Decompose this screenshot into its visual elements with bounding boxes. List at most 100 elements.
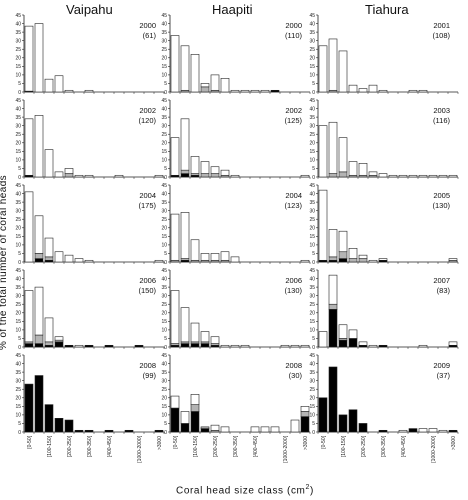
panel-haapiti-2008-bar-9-alive	[260, 426, 270, 433]
panel-tiahura-2007-bar-2-alive	[338, 324, 348, 339]
panel-vaipahu-2000-bar-0-alive	[24, 25, 34, 92]
panel-tiahura-2001-bar-5-alive	[368, 84, 378, 93]
panel-tiahura-2007-y-tick-label-30: 30	[309, 293, 315, 299]
panel-haapiti-2006-y-tick-label-5: 5	[164, 336, 167, 342]
panel-haapiti-2004-bar-0-alive	[170, 213, 180, 261]
panel-vaipahu-2004-y-tick-label-5: 5	[18, 251, 21, 257]
panel-vaipahu-2000-bar-6-alive	[84, 89, 94, 93]
panel-vaipahu-2004-y-tick-label-20: 20	[15, 226, 21, 232]
panel-tiahura-2005-bar-13-alive	[448, 258, 458, 261]
panel-vaipahu-2008-bar-5-dead	[74, 429, 84, 433]
panel-haapiti-2008-y-tick-label-0: 0	[164, 430, 167, 436]
panel-haapiti-2004-y-tick-label-15: 15	[161, 234, 167, 240]
panel-vaipahu-2000-y-tick-label-40: 40	[15, 21, 21, 27]
panel-vaipahu-2008-bar-0-dead	[24, 383, 34, 433]
panel-haapiti-2000-bar-3-partial	[200, 86, 210, 93]
x-axis-title-superscript: 2	[305, 484, 310, 491]
panel-haapiti-2006-bar-2-dead	[190, 343, 200, 348]
panel-tiahura-2007-bar-10-alive	[418, 344, 428, 348]
panel-haapiti-2004-y-tick-label-25: 25	[161, 217, 167, 223]
panel-tiahura-2007-bar-3-dead	[348, 338, 358, 348]
panel-vaipahu-2004-bar-3-alive	[54, 251, 64, 263]
panel-vaipahu-2006-bar-2-partial	[44, 341, 54, 346]
panel-vaipahu-2008-y-tick-label-35: 35	[15, 370, 21, 376]
panel-tiahura-2003-y-tick-label-45: 45	[309, 98, 315, 104]
panel-haapiti-2008-y-tick-label-10: 10	[161, 413, 167, 419]
panel-vaipahu-2008-y-tick-label-45: 45	[15, 353, 21, 359]
panel-vaipahu-2002-bar-4-alive	[64, 168, 74, 174]
panel-tiahura-2001-n-label: (108)	[432, 31, 450, 40]
panel-haapiti-2008-x-tick-label-0: [0-50[	[173, 435, 179, 448]
panel-haapiti-2000-year-label: 2000	[285, 21, 302, 30]
panel-tiahura-2003-bar-11-alive	[428, 174, 438, 178]
panel-vaipahu-2004-bar-1-alive	[34, 215, 44, 254]
panel-tiahura-2001-bar-1-alive	[328, 38, 338, 91]
panel-vaipahu-2000-y-tick-label-30: 30	[15, 38, 21, 44]
panel-haapiti-2008-x-tick-label-11: [1000-2000[	[283, 435, 289, 462]
column-title-vaipahu: Vaipahu	[66, 2, 113, 17]
panel-vaipahu-2008-bar-6-dead	[84, 429, 94, 433]
panel-vaipahu-2000-y-tick-label-0: 0	[18, 90, 21, 96]
panel-tiahura-2009-x-tick-label-13: >3000	[451, 436, 457, 450]
panel-haapiti-2002-bar-1-dead	[180, 173, 190, 178]
panel-haapiti-2008-bar-3-partial	[200, 426, 210, 429]
panel-vaipahu-2002-year-label: 2002	[139, 106, 156, 115]
panel-tiahura-2007-y-tick-label-40: 40	[309, 276, 315, 282]
panel-tiahura-2003-bar-12-alive	[438, 174, 448, 178]
panel-vaipahu-2002-n-label: (120)	[138, 116, 156, 125]
panel-vaipahu-2006-bar-1-partial	[34, 334, 44, 344]
panel-haapiti-2000-bar-0-alive	[170, 35, 180, 93]
panel-vaipahu-2002-y-tick-label-0: 0	[18, 175, 21, 181]
panel-haapiti-2004-y-tick-label-5: 5	[164, 251, 167, 257]
panel-vaipahu-2002-y-tick-label-25: 25	[15, 132, 21, 138]
panel-haapiti-2006-y-tick-label-40: 40	[161, 276, 167, 282]
panel-vaipahu-2008-y-tick-label-30: 30	[15, 378, 21, 384]
panel-vaipahu-2006-y-tick-label-40: 40	[15, 276, 21, 282]
panel-tiahura-2005-bar-0-alive	[318, 189, 328, 261]
panel-tiahura-2005-y-tick-label-5: 5	[312, 251, 315, 257]
panel-tiahura-2007-n-label: (83)	[437, 286, 451, 295]
panel-vaipahu-2006-bar-1-dead	[34, 343, 44, 348]
panel-haapiti-2006-y-tick-label-15: 15	[161, 319, 167, 325]
panel-tiahura-2007-y-tick-label-10: 10	[309, 328, 315, 334]
panel-haapiti-2006-bar-11-alive	[280, 344, 290, 348]
panel-tiahura-2009-bar-3-dead	[348, 409, 358, 433]
panel-haapiti-2002-y-tick-label-25: 25	[161, 132, 167, 138]
panel-vaipahu-2006-bar-6-dead	[84, 344, 94, 348]
panel-tiahura-2007-bar-0-alive	[318, 331, 328, 348]
panel-haapiti-2004-y-tick-label-30: 30	[161, 208, 167, 214]
panel-haapiti-2006-bar-5-alive	[220, 344, 230, 348]
panel-tiahura-2007-bar-4-alive	[358, 341, 368, 346]
panel-tiahura-2005-n-label: (130)	[432, 201, 450, 210]
panel-haapiti-2004-bar-4-alive	[210, 253, 220, 261]
panel-vaipahu-2008-n-label: (99)	[143, 371, 157, 380]
panel-tiahura-2005-y-tick-label-10: 10	[309, 243, 315, 249]
panel-tiahura-2009-x-tick-label-0: [0-50[	[321, 435, 327, 448]
panel-tiahura-2009-bar-11-alive	[428, 428, 438, 433]
panel-tiahura-2007-bar-3-alive	[348, 329, 358, 339]
panel-tiahura-2005-y-tick-label-20: 20	[309, 226, 315, 232]
panel-tiahura-2009-y-tick-label-40: 40	[309, 361, 315, 367]
panel-haapiti-2006-bar-2-alive	[190, 322, 200, 343]
panel-vaipahu-2006-y-tick-label-45: 45	[15, 268, 21, 274]
panel-haapiti-2004-bar-3-alive	[200, 253, 210, 261]
panel-tiahura-2001-y-tick-label-15: 15	[309, 64, 315, 70]
panel-haapiti-2008-bar-4-alive	[210, 424, 220, 431]
panel-haapiti-2008-bar-2-dead	[190, 411, 200, 433]
panel-haapiti-2008-x-tick-label-2: [100-150[	[193, 435, 199, 457]
panel-haapiti-2008-bar-2-partial	[190, 404, 200, 412]
panel-tiahura-2007-y-tick-label-35: 35	[309, 285, 315, 291]
panel-tiahura-2009-y-tick-label-30: 30	[309, 378, 315, 384]
panel-tiahura-2009-year-label: 2009	[433, 361, 450, 370]
panel-tiahura-2009-y-tick-label-15: 15	[309, 404, 315, 410]
panel-vaipahu-2004-y-tick-label-0: 0	[18, 260, 21, 266]
panel-tiahura-2009-bar-12-alive	[438, 429, 448, 433]
panel-vaipahu-2008-bar-1-dead	[34, 375, 44, 433]
panel-haapiti-2008-bar-3-dead	[200, 428, 210, 433]
panel-vaipahu-2008-x-tick-label-2: [100-150[	[47, 435, 53, 457]
panel-tiahura-2003-bar-5-alive	[368, 171, 378, 176]
panel-tiahura-2001-bar-2-alive	[338, 50, 348, 93]
panel-tiahura-2007-bar-1-dead	[328, 309, 338, 348]
panel-haapiti-2008-bar-8-alive	[250, 426, 260, 433]
